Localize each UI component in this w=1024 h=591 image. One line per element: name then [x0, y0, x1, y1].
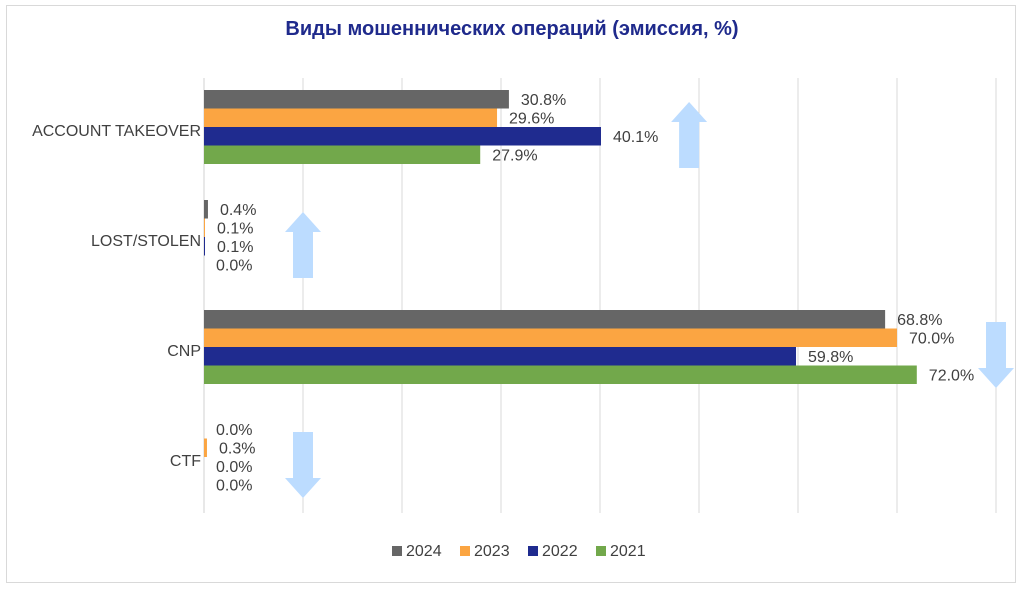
bar-2021: [204, 145, 481, 164]
data-label: 0.0%: [216, 478, 252, 495]
bar-2022: [204, 347, 797, 366]
bar-2022: [204, 237, 205, 256]
arrow-up-icon: [671, 102, 708, 168]
data-label: 0.3%: [219, 441, 255, 458]
category-label: CNP: [167, 343, 201, 360]
legend-swatch: [460, 546, 470, 556]
bar-2021: [204, 365, 917, 384]
bar-2023: [204, 108, 498, 127]
category-label: ACCOUNT TAKEOVER: [32, 123, 201, 140]
category-label: CTF: [170, 453, 201, 470]
data-label: 29.6%: [509, 111, 554, 128]
data-label: 0.4%: [220, 202, 256, 219]
legend-swatch: [528, 546, 538, 556]
bar-2024: [204, 310, 886, 329]
data-label: 30.8%: [521, 92, 566, 109]
data-label: 0.0%: [216, 459, 252, 476]
data-label: 0.0%: [216, 422, 252, 439]
data-label: 70.0%: [909, 331, 954, 348]
legend-label: 2022: [542, 543, 578, 560]
data-label: 0.1%: [217, 221, 253, 238]
bar-2024: [204, 200, 208, 219]
data-label: 0.0%: [216, 258, 252, 275]
data-label: 59.8%: [808, 349, 853, 366]
data-label: 68.8%: [897, 312, 942, 329]
legend-label: 2024: [406, 543, 442, 560]
chart-frame: [6, 5, 1016, 583]
bar-2022: [204, 127, 601, 146]
bar-2024: [204, 90, 509, 109]
legend-label: 2021: [610, 543, 646, 560]
legend-swatch: [596, 546, 606, 556]
legend-label: 2023: [474, 543, 510, 560]
data-label: 0.1%: [217, 239, 253, 256]
bar-2023: [204, 218, 205, 237]
legend-swatch: [392, 546, 402, 556]
bar-2023: [204, 328, 897, 347]
bar-2023: [204, 438, 207, 457]
chart-title: Виды мошеннических операций (эмиссия, %): [285, 18, 739, 40]
arrow-down-icon: [978, 322, 1014, 388]
data-label: 72.0%: [929, 368, 974, 385]
category-label: LOST/STOLEN: [91, 233, 201, 250]
data-label: 40.1%: [613, 129, 658, 146]
data-label: 27.9%: [492, 148, 537, 165]
arrow-up-icon: [285, 212, 321, 278]
arrow-down-icon: [285, 432, 321, 498]
